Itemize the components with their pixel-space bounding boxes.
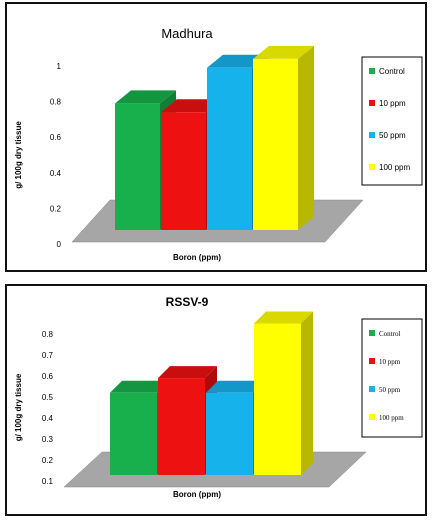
chart-title: Madhura	[161, 26, 213, 41]
y-tick-label: 0.2	[42, 456, 54, 465]
legend: Control 10 ppm 50 ppm 100 ppm	[361, 318, 423, 438]
bar-top	[115, 90, 176, 104]
legend-swatch	[369, 68, 375, 74]
bar-top	[206, 380, 265, 393]
bar	[207, 67, 252, 230]
bar-top	[207, 54, 268, 68]
y-tick-label: 0.4	[50, 169, 62, 178]
legend-swatch	[369, 386, 375, 392]
y-axis-label: g/ 100g dry tissue	[14, 373, 23, 441]
legend: Control 10 ppm 50 ppm 100 ppm	[361, 56, 423, 186]
x-axis-label: Boron (ppm)	[173, 490, 221, 499]
x-axis-label: Boron (ppm)	[173, 253, 221, 262]
legend-swatch	[369, 358, 375, 364]
legend-swatch	[369, 414, 375, 420]
bar-top	[158, 366, 217, 379]
legend-swatch	[369, 100, 375, 106]
y-tick-label: 0.7	[42, 351, 54, 360]
legend-swatch	[369, 132, 375, 138]
legend-box	[361, 56, 423, 186]
legend-label: 50 ppm	[379, 131, 406, 140]
chart-madhura: Madhura 0 0.2 0.4 0.6 0.8 1 g/ 100g dry tissue B…	[14, 26, 423, 262]
bar	[110, 392, 157, 475]
legend-label: 100 ppm	[379, 163, 410, 172]
bar	[115, 103, 160, 230]
legend-swatch	[369, 164, 375, 170]
chart-panel-rssv9: RSSV-9 0.1 0.2 0.3 0.4 0.5 0.6 0.7 0.8 g/ 100g dr…	[5, 284, 427, 516]
y-tick-label: 0.4	[42, 414, 54, 423]
bars-group	[115, 45, 314, 230]
legend-label: 50 ppm	[379, 386, 401, 394]
legend-label: 10 ppm	[379, 99, 406, 108]
y-tick-label: 0.3	[42, 435, 54, 444]
bar-top	[254, 311, 313, 324]
legend-label: 100 ppm	[379, 414, 404, 422]
y-tick-label: 0.8	[50, 98, 62, 107]
bar	[158, 378, 205, 475]
y-tick-label: 0.2	[50, 204, 62, 213]
bar-top	[110, 380, 169, 393]
y-tick-label: 0.5	[42, 393, 54, 402]
bar-side	[298, 45, 314, 230]
y-tick-label: 0.6	[42, 372, 54, 381]
bar	[161, 112, 206, 230]
legend-label: 10 ppm	[379, 358, 401, 366]
y-axis-label: g/ 100g dry tissue	[14, 121, 23, 189]
y-tick-label: 0.6	[50, 133, 62, 142]
y-tick-label: 0	[57, 240, 62, 249]
chart-title: RSSV-9	[166, 295, 209, 309]
chart-panel-madhura: Madhura 0 0.2 0.4 0.6 0.8 1 g/ 100g dry tissue B…	[5, 2, 427, 272]
bar	[254, 323, 301, 475]
y-tick-label: 0.1	[42, 477, 54, 486]
legend-label: Control	[379, 330, 400, 338]
bar	[206, 392, 253, 475]
legend-label: Control	[379, 67, 405, 76]
y-tick-label: 1	[57, 62, 62, 71]
legend-swatch	[369, 330, 375, 336]
bar-side	[301, 311, 313, 475]
chart-rssv9: RSSV-9 0.1 0.2 0.3 0.4 0.5 0.6 0.7 0.8 g/ 100g dr…	[14, 295, 423, 499]
bar	[253, 58, 298, 230]
y-tick-label: 0.8	[42, 330, 54, 339]
bar-top	[161, 99, 222, 113]
bar-top	[253, 45, 314, 59]
bars-group	[110, 311, 313, 475]
